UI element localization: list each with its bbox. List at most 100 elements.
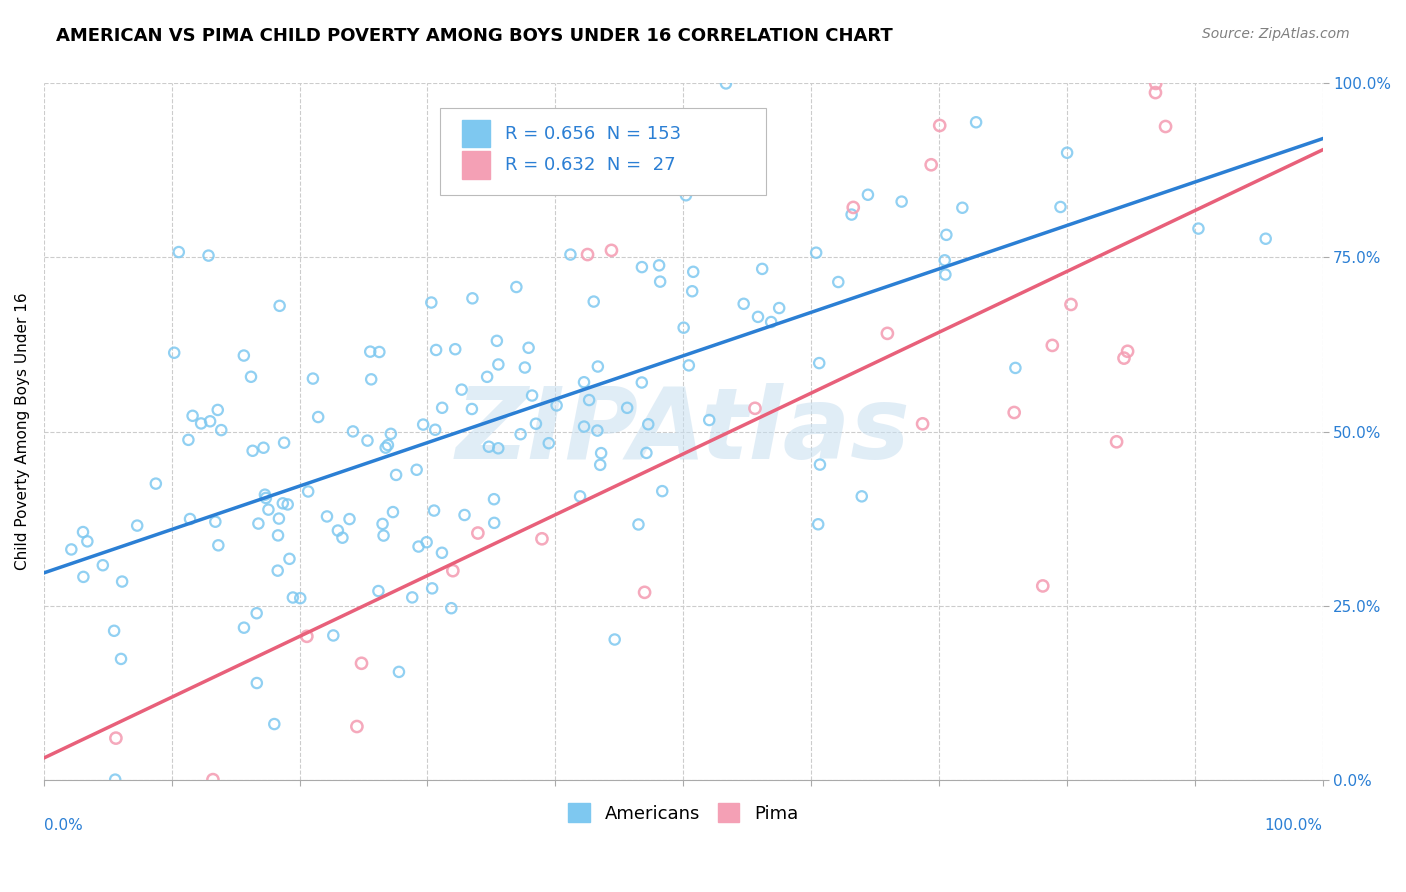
Point xyxy=(163,345,186,359)
Point xyxy=(478,440,501,454)
Point xyxy=(804,245,827,260)
Point xyxy=(1144,86,1167,100)
Point xyxy=(631,260,654,274)
Legend: Americans, Pima: Americans, Pima xyxy=(561,796,806,830)
Point xyxy=(430,401,453,415)
Point xyxy=(110,652,132,666)
Point xyxy=(252,441,274,455)
Text: AMERICAN VS PIMA CHILD POVERTY AMONG BOYS UNDER 16 CORRELATION CHART: AMERICAN VS PIMA CHILD POVERTY AMONG BOY… xyxy=(56,27,893,45)
Point xyxy=(682,265,704,279)
Point xyxy=(484,516,506,530)
Point xyxy=(620,112,643,127)
Point xyxy=(246,606,269,620)
Point xyxy=(1154,120,1177,134)
Point xyxy=(675,188,697,202)
Point xyxy=(633,585,655,599)
Point xyxy=(425,423,447,437)
Point xyxy=(965,115,987,129)
Point xyxy=(697,413,720,427)
Point xyxy=(1004,360,1026,375)
Point xyxy=(209,423,232,437)
Point xyxy=(204,515,226,529)
Point xyxy=(572,376,595,390)
Point xyxy=(627,517,650,532)
Point xyxy=(1040,338,1063,352)
Point xyxy=(1060,297,1083,311)
Point xyxy=(76,534,98,549)
Point xyxy=(517,341,540,355)
Point xyxy=(648,258,671,272)
Point xyxy=(486,358,509,372)
Point xyxy=(415,535,437,549)
Point xyxy=(572,419,595,434)
Point xyxy=(920,158,942,172)
Point xyxy=(111,574,134,589)
Point xyxy=(253,488,276,502)
Point xyxy=(759,315,782,329)
Point xyxy=(934,253,956,268)
Point xyxy=(167,245,190,260)
Point xyxy=(278,552,301,566)
Point xyxy=(935,227,957,242)
Point xyxy=(637,417,659,432)
Point xyxy=(316,509,339,524)
Text: 0.0%: 0.0% xyxy=(44,818,83,833)
Point xyxy=(240,369,263,384)
Point xyxy=(1254,232,1277,246)
Point xyxy=(201,772,224,787)
Text: Source: ZipAtlas.com: Source: ZipAtlas.com xyxy=(1202,27,1350,41)
Point xyxy=(603,632,626,647)
Point xyxy=(385,467,408,482)
Point xyxy=(367,584,389,599)
Point xyxy=(302,371,325,385)
Point xyxy=(475,369,498,384)
Point xyxy=(207,538,229,552)
Point xyxy=(368,345,391,359)
Point xyxy=(808,356,831,370)
Point xyxy=(444,342,467,356)
Point xyxy=(600,244,623,258)
Text: ZIPAtlas: ZIPAtlas xyxy=(456,383,911,480)
Point xyxy=(295,629,318,643)
Point xyxy=(242,443,264,458)
FancyBboxPatch shape xyxy=(463,120,491,147)
Point xyxy=(177,433,200,447)
Point xyxy=(350,657,373,671)
FancyBboxPatch shape xyxy=(440,108,766,194)
Point xyxy=(630,376,652,390)
Point xyxy=(1002,405,1025,419)
Point xyxy=(524,417,547,431)
Point xyxy=(856,187,879,202)
Point xyxy=(381,505,404,519)
Point xyxy=(482,492,505,507)
Point xyxy=(714,77,737,91)
Point xyxy=(423,503,446,517)
Point xyxy=(267,564,290,578)
Point xyxy=(733,297,755,311)
Point xyxy=(928,119,950,133)
Point xyxy=(412,417,434,432)
Point xyxy=(650,275,672,289)
Point xyxy=(617,124,640,138)
Point xyxy=(1032,579,1054,593)
Point xyxy=(576,247,599,261)
Point xyxy=(768,301,790,315)
Point xyxy=(269,299,291,313)
Point xyxy=(179,512,201,526)
Point xyxy=(401,591,423,605)
Point xyxy=(546,399,568,413)
Point xyxy=(1112,351,1135,365)
Point xyxy=(582,294,605,309)
Point xyxy=(461,402,484,417)
Point xyxy=(851,489,873,503)
Point xyxy=(569,489,592,503)
Point xyxy=(560,247,582,261)
Point xyxy=(461,291,484,305)
Point xyxy=(246,676,269,690)
Point xyxy=(841,208,863,222)
Point xyxy=(271,496,294,510)
Point xyxy=(388,665,411,679)
Point xyxy=(145,476,167,491)
Point xyxy=(273,435,295,450)
Point xyxy=(127,518,149,533)
